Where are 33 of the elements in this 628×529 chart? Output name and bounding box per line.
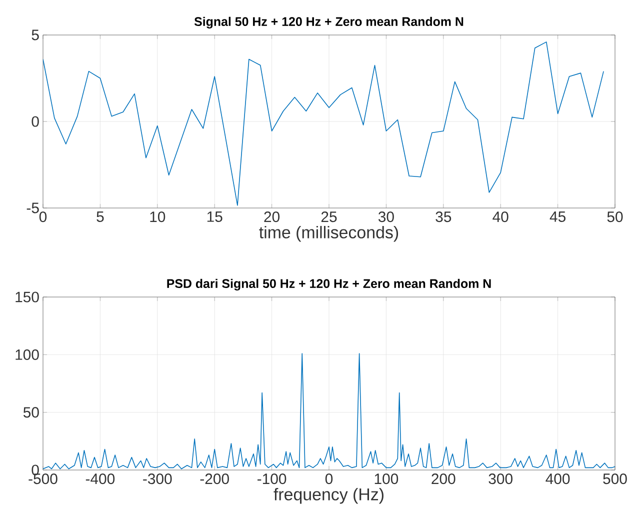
- x-tick-label: -400: [86, 474, 115, 484]
- x-tick-label: -100: [258, 474, 286, 484]
- x-tick-label: -300: [143, 474, 172, 484]
- x-tick-label: 0: [325, 474, 333, 484]
- x-tick-label: 300: [488, 474, 512, 484]
- x-tick-label: -200: [200, 474, 229, 484]
- x-tick-label: 40: [492, 212, 508, 222]
- x-tick-label: 35: [436, 212, 452, 222]
- x-tick-label: 200: [432, 474, 456, 484]
- y-tick-label: -5: [26, 202, 39, 214]
- x-tick-label: -500: [28, 474, 58, 484]
- x-tick-label: 0: [39, 212, 47, 222]
- x-tick-label: 400: [546, 474, 570, 484]
- x-tick-label: 10: [150, 212, 166, 222]
- x-tick-label: 30: [378, 212, 394, 222]
- y-tick-label: 0: [32, 116, 39, 127]
- y-tick-label: 150: [16, 292, 39, 302]
- x-tick-label: 25: [321, 212, 337, 222]
- chart-title: Signal 50 Hz + 120 Hz + Zero mean Random N: [194, 16, 464, 28]
- x-tick-label: 50: [607, 212, 623, 222]
- x-tick-label: 20: [264, 212, 280, 222]
- y-tick-label: 5: [32, 30, 39, 40]
- x-tick-label: 45: [550, 212, 566, 222]
- x-axis-title: frequency (Hz): [274, 488, 384, 504]
- line-series: [43, 42, 604, 206]
- x-tick-label: 15: [207, 212, 222, 222]
- x-tick-label: 500: [603, 474, 627, 484]
- chart-title: PSD dari Signal 50 Hz + 120 Hz + Zero mean Random N: [167, 278, 491, 291]
- x-tick-label: 100: [374, 474, 398, 484]
- y-tick-label: 50: [23, 407, 39, 418]
- y-tick-label: 100: [16, 349, 39, 360]
- x-tick-label: 5: [96, 212, 104, 222]
- x-axis-title: time (milliseconds): [259, 226, 398, 242]
